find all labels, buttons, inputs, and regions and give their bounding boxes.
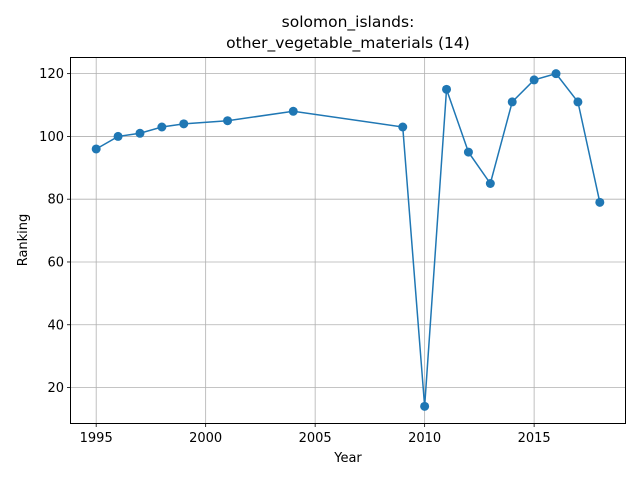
data-point — [463, 147, 473, 157]
data-point — [113, 131, 123, 141]
data-point — [507, 97, 517, 107]
data-point — [551, 69, 561, 79]
x-tick-label: 2000 — [189, 431, 222, 446]
x-tick-label: 2015 — [518, 431, 551, 446]
gridlines — [71, 57, 625, 423]
y-tick-label: 20 — [47, 381, 64, 396]
y-tick-label: 80 — [47, 193, 64, 208]
data-point — [485, 178, 495, 188]
data-point — [135, 128, 145, 138]
data-point — [223, 116, 233, 126]
x-tick-label: 1995 — [80, 431, 113, 446]
y-axis-label: Ranking — [16, 214, 31, 267]
data-point — [442, 84, 452, 94]
y-tick-label: 60 — [47, 255, 64, 270]
x-tick-label: 2005 — [299, 431, 332, 446]
x-tick-label: 2010 — [408, 431, 441, 446]
y-tick-label: 40 — [47, 318, 64, 333]
data-series — [91, 69, 605, 411]
y-tick-label: 120 — [39, 67, 64, 82]
data-point — [595, 197, 605, 207]
data-point — [288, 106, 298, 116]
data-point — [179, 119, 189, 129]
data-point — [529, 75, 539, 85]
data-point — [157, 122, 167, 132]
x-axis-label: Year — [333, 451, 362, 466]
data-point — [573, 97, 583, 107]
series-line — [95, 72, 601, 407]
chart-title-line-1: solomon_islands: — [282, 13, 415, 32]
y-tick-label: 100 — [39, 130, 64, 145]
y-axis: 20 40 60 80 100 120 — [39, 67, 71, 396]
plot-frame — [70, 57, 626, 424]
chart-title-line-2: other_vegetable_materials (14) — [226, 34, 470, 53]
data-point — [398, 122, 408, 132]
data-point — [420, 401, 430, 411]
x-axis: 1995 2000 2005 2010 2015 — [80, 423, 551, 446]
data-point — [91, 144, 101, 154]
